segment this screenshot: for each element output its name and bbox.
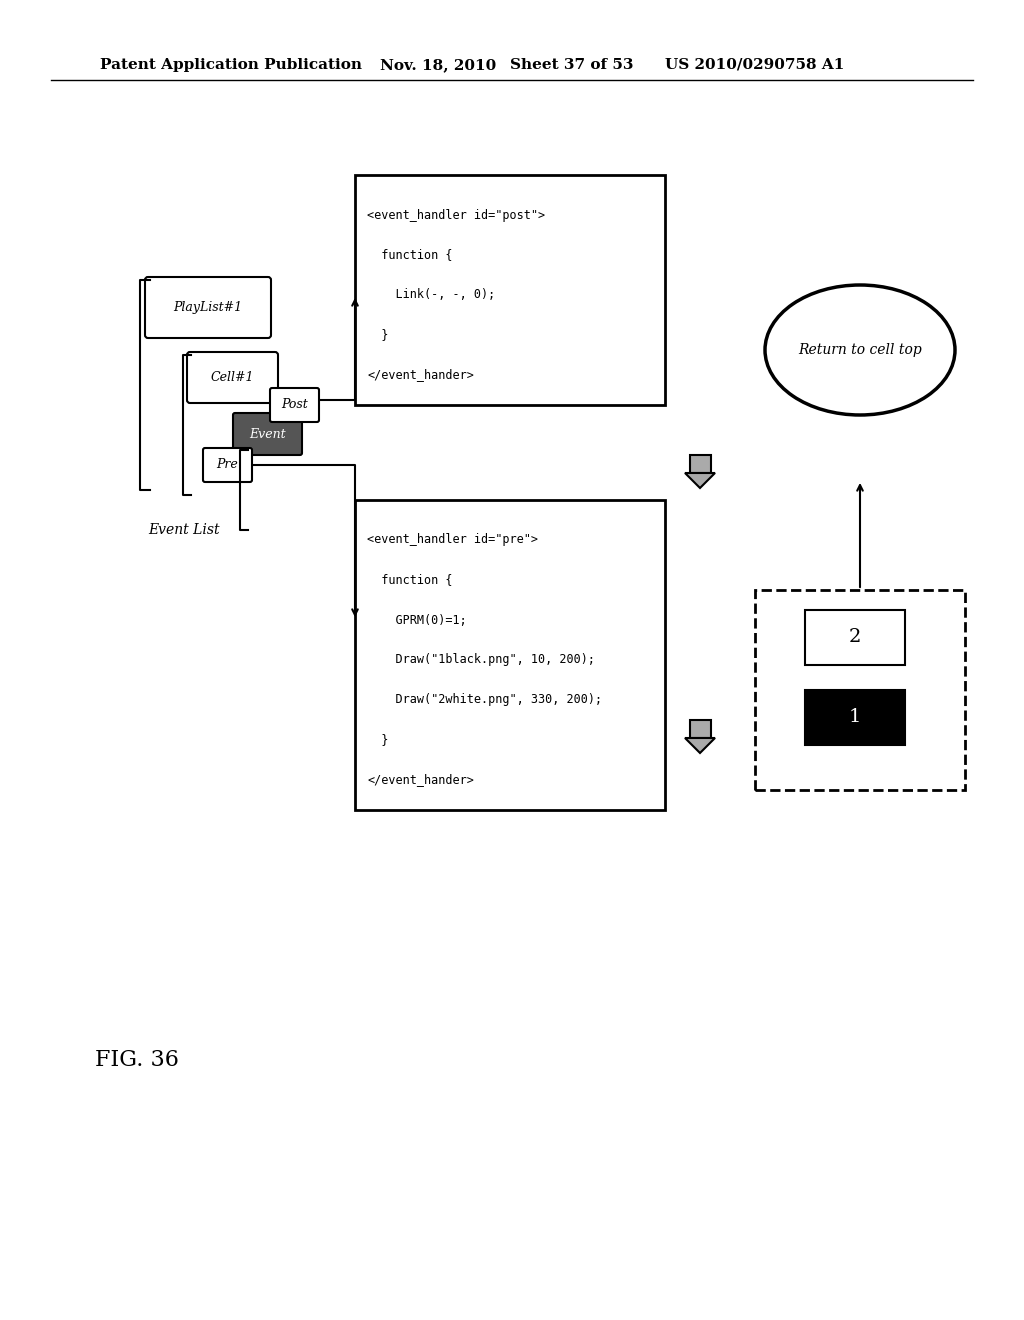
Text: Pre: Pre <box>217 458 239 471</box>
Text: Return to cell top: Return to cell top <box>798 343 922 356</box>
FancyBboxPatch shape <box>203 447 252 482</box>
FancyBboxPatch shape <box>355 176 665 405</box>
Text: FIG. 36: FIG. 36 <box>95 1049 179 1071</box>
Text: 2: 2 <box>849 628 861 647</box>
Text: US 2010/0290758 A1: US 2010/0290758 A1 <box>665 58 845 73</box>
Text: Post: Post <box>282 399 308 412</box>
Text: </event_hander>: </event_hander> <box>367 368 474 381</box>
Text: Patent Application Publication: Patent Application Publication <box>100 58 362 73</box>
Text: Cell#1: Cell#1 <box>211 371 254 384</box>
Text: }: } <box>367 734 388 747</box>
Polygon shape <box>689 719 711 738</box>
FancyBboxPatch shape <box>805 610 905 665</box>
FancyBboxPatch shape <box>270 388 319 422</box>
Text: Link(-, -, 0);: Link(-, -, 0); <box>367 289 496 301</box>
Text: GPRM(0)=1;: GPRM(0)=1; <box>367 614 467 627</box>
Text: Sheet 37 of 53: Sheet 37 of 53 <box>510 58 634 73</box>
Text: }: } <box>367 329 388 342</box>
Text: Draw("2white.png", 330, 200);: Draw("2white.png", 330, 200); <box>367 693 602 706</box>
Polygon shape <box>685 473 715 488</box>
Text: Draw("1black.png", 10, 200);: Draw("1black.png", 10, 200); <box>367 653 595 667</box>
FancyBboxPatch shape <box>755 590 965 789</box>
Text: </event_hander>: </event_hander> <box>367 774 474 787</box>
Polygon shape <box>685 738 715 752</box>
FancyBboxPatch shape <box>233 413 302 455</box>
Text: function {: function { <box>367 248 453 261</box>
Polygon shape <box>689 455 711 473</box>
FancyBboxPatch shape <box>145 277 271 338</box>
Text: PlayList#1: PlayList#1 <box>173 301 243 314</box>
Text: <event_handler id="pre">: <event_handler id="pre"> <box>367 533 538 546</box>
FancyBboxPatch shape <box>355 500 665 810</box>
Text: Event List: Event List <box>148 523 219 537</box>
FancyBboxPatch shape <box>187 352 278 403</box>
FancyBboxPatch shape <box>805 690 905 744</box>
Text: Event: Event <box>249 428 286 441</box>
Text: 1: 1 <box>849 709 861 726</box>
Ellipse shape <box>765 285 955 414</box>
Text: Nov. 18, 2010: Nov. 18, 2010 <box>380 58 497 73</box>
Text: function {: function { <box>367 573 453 586</box>
Text: <event_handler id="post">: <event_handler id="post"> <box>367 209 545 222</box>
